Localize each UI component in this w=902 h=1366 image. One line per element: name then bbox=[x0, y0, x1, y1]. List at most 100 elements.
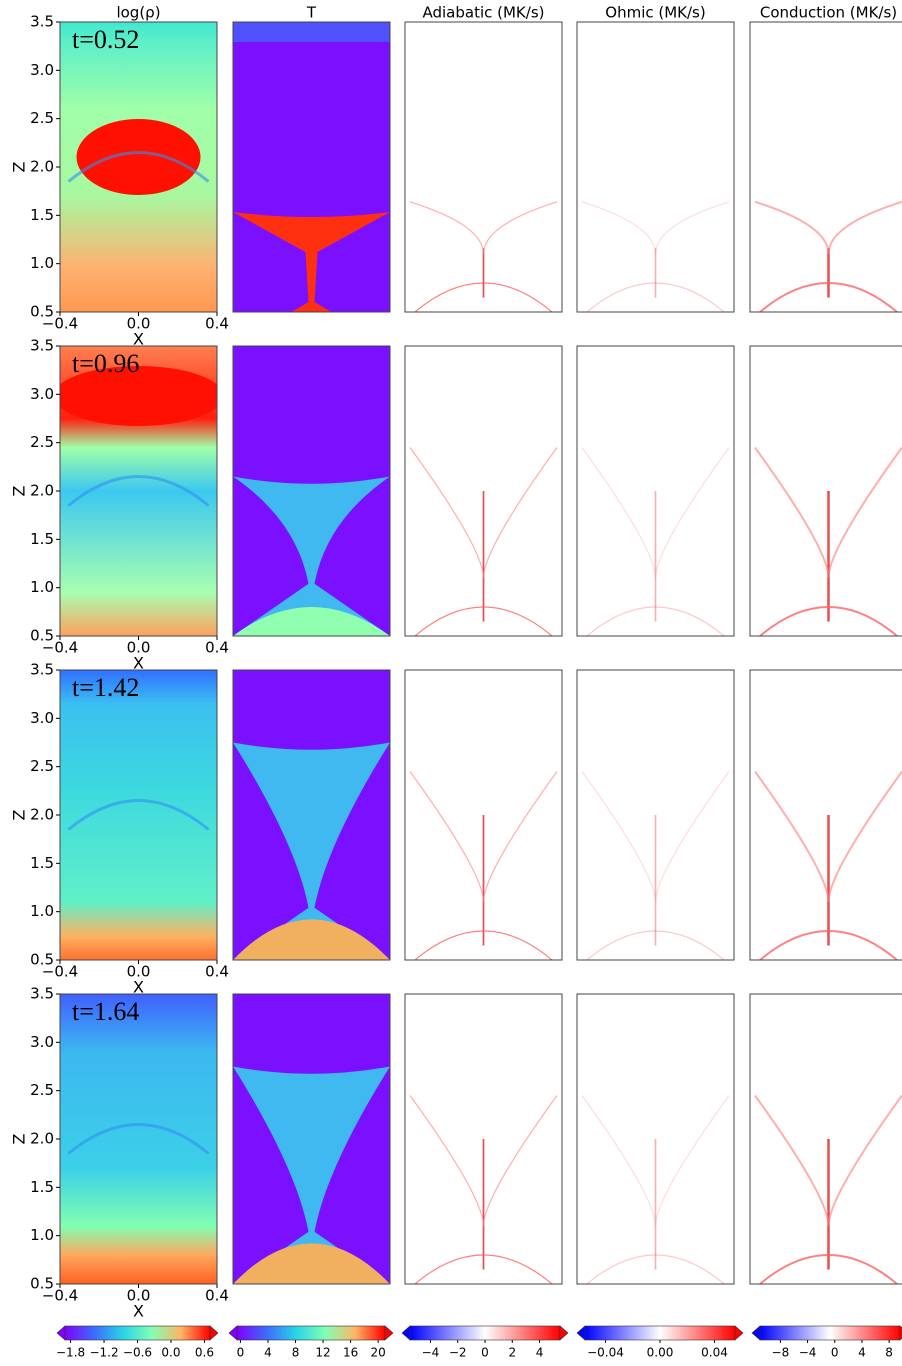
y-tick-label: 2.5 bbox=[30, 757, 54, 775]
colorbar-body bbox=[237, 1326, 385, 1340]
panel bbox=[577, 346, 734, 636]
heating-map bbox=[750, 22, 902, 312]
colorbar-tick-label: −0.04 bbox=[587, 1346, 624, 1360]
colorbar-tick-label: −1.2 bbox=[89, 1346, 118, 1360]
panel bbox=[750, 346, 902, 636]
column-title: log(ρ) bbox=[116, 4, 160, 22]
panel-image bbox=[750, 670, 902, 960]
colorbar-extend bbox=[735, 1326, 743, 1340]
column-title: T bbox=[306, 4, 317, 22]
y-axis-label: Z bbox=[10, 161, 29, 172]
y-tick-label: 1.0 bbox=[30, 254, 54, 272]
colorbar-tick-label: 0.00 bbox=[647, 1346, 674, 1360]
colorbar-tick-label: 0 bbox=[237, 1346, 245, 1360]
panel-image bbox=[54, 346, 224, 636]
column-title: Adiabatic (MK/s) bbox=[422, 4, 544, 22]
y-tick-label: 3.0 bbox=[30, 1033, 54, 1051]
panel bbox=[233, 346, 390, 636]
panel-image bbox=[577, 346, 734, 636]
panel-image bbox=[405, 22, 562, 312]
y-tick-label: 3.0 bbox=[30, 385, 54, 403]
panel: T bbox=[233, 4, 390, 313]
y-tick-label: 2.0 bbox=[30, 1130, 54, 1148]
colorbar-extend bbox=[752, 1326, 760, 1340]
time-label: t=1.64 bbox=[72, 997, 139, 1026]
colorbar-tick-label: −2 bbox=[449, 1346, 467, 1360]
y-axis-label: Z bbox=[10, 485, 29, 496]
colorbar-extend bbox=[577, 1326, 585, 1340]
x-tick-label: −0.4 bbox=[42, 639, 78, 657]
y-tick-label: 1.5 bbox=[30, 1178, 54, 1196]
colorbar-tick-label: 20 bbox=[370, 1346, 385, 1360]
panel-image bbox=[60, 22, 217, 312]
colorbar-body bbox=[760, 1326, 900, 1340]
corona bbox=[233, 22, 390, 42]
y-tick-label: 1.5 bbox=[30, 854, 54, 872]
colorbar-tick-label: 0.04 bbox=[701, 1346, 728, 1360]
panel bbox=[750, 994, 902, 1284]
y-tick-label: 1.0 bbox=[30, 578, 54, 596]
colorbar-tick-label: 8 bbox=[292, 1346, 300, 1360]
panel-image bbox=[750, 994, 902, 1284]
panel bbox=[577, 670, 734, 960]
panel-image bbox=[750, 22, 902, 312]
x-tick-label: 0.4 bbox=[205, 1287, 229, 1305]
y-tick-label: 2.5 bbox=[30, 109, 54, 127]
time-label: t=0.52 bbox=[72, 25, 139, 54]
density-map bbox=[60, 994, 217, 1284]
y-tick-label: 1.5 bbox=[30, 530, 54, 548]
colorbar-tick-label: 12 bbox=[315, 1346, 330, 1360]
colorbar-tick-label: 16 bbox=[343, 1346, 358, 1360]
panel: Adiabatic (MK/s) bbox=[405, 4, 562, 313]
panel bbox=[577, 994, 734, 1284]
colorbar-tick-label: 2 bbox=[508, 1346, 516, 1360]
colorbar-extend bbox=[229, 1326, 237, 1340]
colorbar-tick-label: 0.6 bbox=[195, 1346, 214, 1360]
dense-blob bbox=[77, 119, 201, 195]
panel bbox=[405, 994, 562, 1284]
y-tick-label: 3.5 bbox=[30, 337, 54, 355]
column-title: Ohmic (MK/s) bbox=[605, 4, 705, 22]
panel-image bbox=[60, 670, 217, 960]
x-tick-label: 0.4 bbox=[205, 963, 229, 981]
colorbar-extend bbox=[385, 1326, 393, 1340]
panel-image bbox=[233, 994, 390, 1284]
panel-image bbox=[405, 346, 562, 636]
y-tick-label: 3.5 bbox=[30, 661, 54, 679]
panel-image bbox=[577, 670, 734, 960]
panel bbox=[750, 670, 902, 960]
panel-image bbox=[577, 994, 734, 1284]
y-tick-label: 2.0 bbox=[30, 158, 54, 176]
heating-map bbox=[750, 346, 902, 636]
colorbar-body bbox=[410, 1326, 560, 1340]
y-tick-label: 1.0 bbox=[30, 902, 54, 920]
y-tick-label: 2.0 bbox=[30, 482, 54, 500]
time-label: t=1.42 bbox=[72, 673, 139, 702]
x-tick-label: −0.4 bbox=[42, 963, 78, 981]
colorbar-tick-label: 0 bbox=[481, 1346, 489, 1360]
colorbar-tick-label: −0.6 bbox=[123, 1346, 152, 1360]
panel-image bbox=[233, 670, 390, 960]
x-tick-label: −0.4 bbox=[42, 315, 78, 333]
panel-image bbox=[405, 994, 562, 1284]
y-tick-label: 2.5 bbox=[30, 433, 54, 451]
colorbar-extend bbox=[560, 1326, 568, 1340]
y-axis-label: Z bbox=[10, 1133, 29, 1144]
x-tick-label: −0.4 bbox=[42, 1287, 78, 1305]
panel-image bbox=[750, 346, 902, 636]
colorbar-tick-label: 4 bbox=[536, 1346, 544, 1360]
density-map bbox=[60, 670, 217, 960]
y-tick-label: 2.5 bbox=[30, 1081, 54, 1099]
y-tick-label: 1.0 bbox=[30, 1226, 54, 1244]
panel-image bbox=[233, 22, 390, 312]
panel: Conduction (MK/s) bbox=[750, 4, 902, 313]
panel bbox=[60, 994, 217, 1284]
colorbar-tick-label: −1.8 bbox=[56, 1346, 85, 1360]
colorbar-tick-label: −8 bbox=[772, 1346, 790, 1360]
panel bbox=[233, 670, 390, 960]
colorbar-tick-label: −4 bbox=[799, 1346, 817, 1360]
